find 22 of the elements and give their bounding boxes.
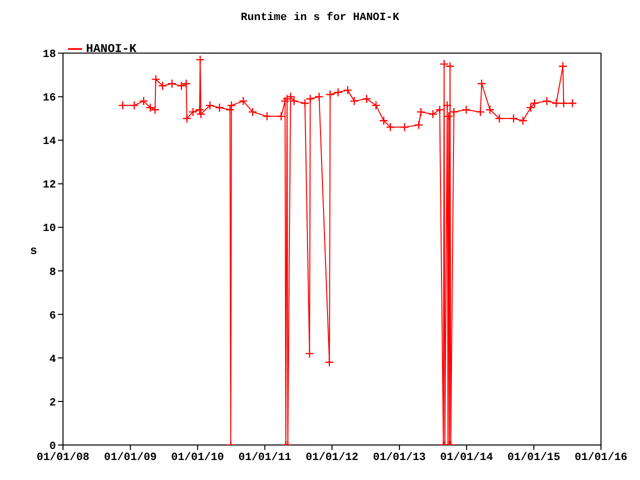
chart-title: Runtime in s for HANOI-K — [240, 12, 400, 24]
x-tick-label: 01/01/13 — [372, 452, 426, 464]
x-tick-label: 01/01/15 — [507, 452, 561, 464]
x-tick-label: 01/01/16 — [574, 452, 628, 464]
y-axis-title: s — [30, 244, 38, 258]
y-tick-label: 14 — [42, 136, 56, 148]
x-tick-label: 01/01/12 — [306, 452, 358, 464]
y-tick-label: 4 — [49, 354, 56, 366]
y-tick-label: 18 — [42, 49, 56, 62]
y-tick-label: 16 — [42, 92, 56, 105]
x-tick-label: 01/01/11 — [238, 452, 292, 464]
x-tick-label: 01/01/09 — [104, 452, 157, 464]
y-tick-label: 0 — [49, 440, 56, 453]
legend-label: HANOI-K — [86, 42, 136, 56]
y-tick-label: 10 — [42, 223, 56, 236]
y-tick-label: 6 — [49, 310, 56, 322]
x-tick-label: 01/01/14 — [440, 452, 494, 464]
y-tick-label: 12 — [42, 180, 56, 192]
y-tick-label: 2 — [49, 397, 56, 410]
x-tick-label: 01/01/08 — [36, 452, 90, 464]
x-tick-label: 01/01/10 — [171, 452, 224, 464]
y-tick-label: 8 — [49, 266, 56, 279]
